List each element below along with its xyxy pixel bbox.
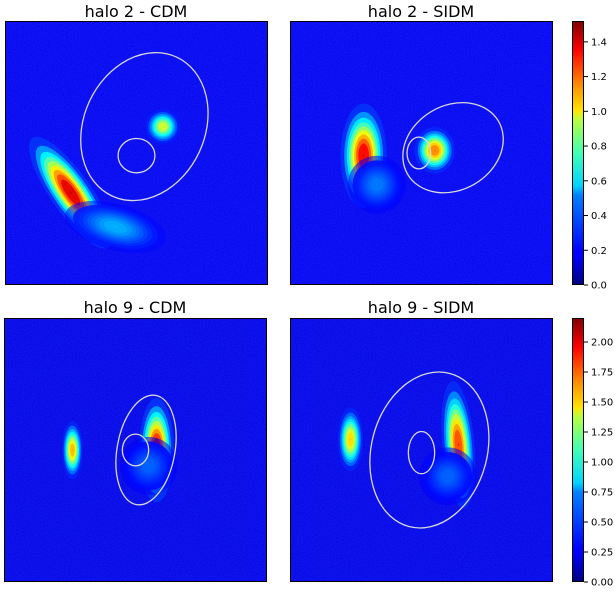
colorbar-tick-label: 0.75 xyxy=(591,488,613,499)
colorbar-tick-label: 0.2 xyxy=(591,246,607,257)
colorbar-gradient xyxy=(572,21,584,285)
colorbar-tick-label: 1.50 xyxy=(591,398,613,409)
lensed-image-blob xyxy=(414,127,455,174)
colorbar-tick-label: 0.50 xyxy=(591,518,613,529)
critical-curve xyxy=(406,136,432,170)
colorbar-tick-label: 0.4 xyxy=(591,211,607,222)
critical-curve xyxy=(115,394,177,506)
critical-curve xyxy=(407,430,436,475)
heatmap-halo9-cdm xyxy=(4,318,267,582)
panel-title: halo 9 - CDM xyxy=(84,298,187,317)
blob-level xyxy=(162,126,164,128)
colorbar-tick-label: 1.25 xyxy=(591,428,613,439)
colorbar-gradient xyxy=(572,318,584,582)
panel-halo2-cdm: halo 2 - CDM xyxy=(5,2,268,285)
blob-level xyxy=(147,465,150,467)
panel-halo2-sidm: halo 2 - SIDM xyxy=(290,2,553,285)
colorbar-tick-label: 0.25 xyxy=(591,548,613,559)
critical-curve xyxy=(369,371,490,529)
colorbar-tick-label: 0.00 xyxy=(591,578,613,589)
axes-frame xyxy=(4,318,267,582)
colorbar-tick-label: 0.0 xyxy=(591,281,607,292)
axes-frame xyxy=(5,21,268,285)
colorbar-tick-label: 1.75 xyxy=(591,368,613,379)
critical-curve xyxy=(80,52,209,202)
axes-frame xyxy=(290,318,553,582)
colorbar-row2: 0.00 0.25 0.50 0.75 1.00 1.25 1.50 1.75 2.00 xyxy=(572,318,613,589)
critical-curve xyxy=(117,137,156,174)
lensed-image-blob xyxy=(418,447,477,506)
panel-title: halo 9 - SIDM xyxy=(368,298,474,317)
colorbar-tick-label: 0.8 xyxy=(591,142,607,153)
blob-level xyxy=(363,154,365,157)
blob-level xyxy=(434,149,436,151)
axes-frame xyxy=(290,21,553,285)
colorbar-tick-label: 1.4 xyxy=(591,37,607,48)
blob-level xyxy=(349,438,351,441)
blob-level xyxy=(69,191,72,194)
lensed-image-blob xyxy=(337,407,364,472)
critical-curve xyxy=(121,433,150,467)
heatmap-halo2-sidm xyxy=(290,21,553,285)
heatmap-noise xyxy=(290,318,553,582)
lensed-image-blob xyxy=(64,200,167,254)
heatmap-halo9-sidm xyxy=(290,318,553,582)
panel-title: halo 2 - CDM xyxy=(85,2,188,21)
colorbar-frame xyxy=(572,21,584,285)
lensed-image-blob xyxy=(145,109,181,144)
blob-level xyxy=(457,443,459,447)
lensed-image-blob xyxy=(347,155,406,214)
colorbar-tick-label: 1.0 xyxy=(591,107,607,118)
colorbar-row1: 0.0 0.2 0.4 0.6 0.8 1.0 1.2 1.4 xyxy=(572,21,607,292)
lensed-image-blob xyxy=(119,436,178,495)
panel-halo9-cdm: halo 9 - CDM xyxy=(4,298,267,582)
colorbar-tick-label: 1.00 xyxy=(591,458,613,469)
lensed-image-blob xyxy=(61,421,83,479)
blob-level xyxy=(376,184,378,186)
heatmap-halo2-cdm xyxy=(5,21,268,285)
colorbar-tick-label: 1.2 xyxy=(591,72,607,83)
critical-curve xyxy=(402,102,504,194)
blob-level xyxy=(447,475,449,478)
colorbar-tick-label: 0.6 xyxy=(591,176,607,187)
blob-level xyxy=(114,226,117,228)
colorbar-frame xyxy=(572,318,584,582)
panel-halo9-sidm: halo 9 - SIDM xyxy=(290,298,553,582)
blob-level xyxy=(71,449,73,451)
colorbar-tick-label: 2.00 xyxy=(591,338,613,349)
panel-title: halo 2 - SIDM xyxy=(368,2,474,21)
